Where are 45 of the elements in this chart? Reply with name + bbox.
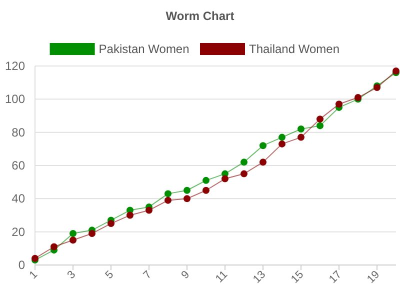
y-tick-label: 0 [18,258,26,272]
point [240,158,248,166]
x-tick-label: 13 [250,268,268,286]
x-tick-label: 5 [103,268,116,282]
point [70,230,76,237]
point [316,122,324,130]
x-tick-label: 19 [364,268,382,286]
point [108,220,114,228]
point [298,134,304,141]
y-tick-label: 20 [12,224,26,239]
y-tick-label: 40 [12,192,26,206]
point [222,175,228,182]
point [278,140,286,148]
chart-title: Worm Chart [166,9,234,23]
point [316,116,324,123]
x-tick-label: 7 [141,268,154,282]
y-tick-label: 120 [4,59,26,73]
point [70,236,76,244]
point [164,196,172,204]
point [240,170,248,178]
point [184,195,190,202]
legend-label: Pakistan Women [98,42,190,56]
x-tick-label: 9 [179,268,192,282]
x-tick-label: 15 [288,268,306,286]
point [146,206,152,214]
point [164,190,172,198]
point [336,100,342,108]
x-tick-label: 3 [65,268,78,282]
point [260,142,266,150]
point [50,243,58,250]
point [298,126,304,133]
y-tick-label: 60 [12,158,26,172]
legend-label: Thailand Women [249,42,340,56]
x-tick-label: 17 [326,268,344,286]
y-tick-label: 100 [4,92,26,106]
point [184,186,190,194]
point [126,212,134,219]
point [88,230,96,237]
point [202,176,210,184]
point [260,158,266,166]
y-tick-label: 80 [12,125,26,140]
x-tick-label: 1 [27,268,40,282]
point [202,186,210,194]
x-tick-label: 11 [214,268,230,286]
point [278,134,286,141]
